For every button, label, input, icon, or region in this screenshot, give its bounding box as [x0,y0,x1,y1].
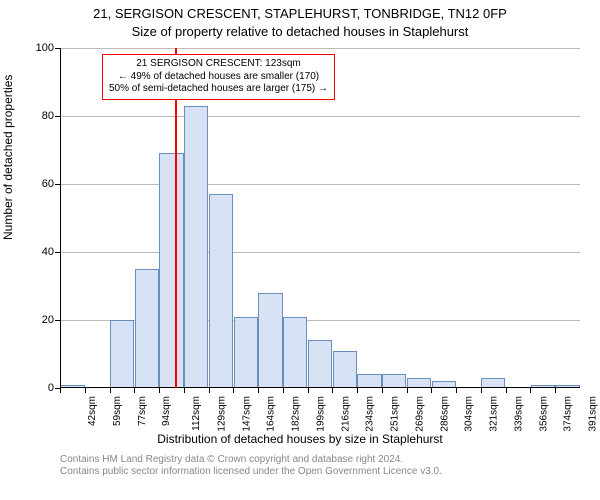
y-axis-line [60,48,61,388]
histogram-bar [308,340,332,388]
x-tick-mark [431,388,432,393]
x-tick-label: 42sqm [87,396,98,426]
x-tick-mark [506,388,507,393]
x-tick-mark [332,388,333,393]
x-tick-mark [209,388,210,393]
footer-line-2: Contains public sector information licen… [60,466,580,478]
x-tick-mark [456,388,457,393]
x-tick-mark [184,388,185,393]
histogram-bar [209,194,233,388]
x-tick-mark [159,388,160,393]
histogram-bar [258,293,282,388]
x-tick-label: 374sqm [563,396,574,432]
x-tick-label: 59sqm [112,396,123,426]
x-tick-mark [283,388,284,393]
annotation-line-2: ← 49% of detached houses are smaller (17… [109,71,328,84]
histogram-bar [357,374,381,388]
histogram-bar [234,317,258,388]
footer-line-1: Contains HM Land Registry data © Crown c… [60,454,580,466]
plot-area: 21 SERGISON CRESCENT: 123sqm← 49% of det… [60,48,580,388]
x-axis-line [60,387,580,388]
x-tick-mark [60,388,61,393]
x-tick-mark [110,388,111,393]
x-tick-mark [233,388,234,393]
x-tick-mark [555,388,556,393]
x-tick-label: 147sqm [241,396,252,432]
grid-line [60,252,580,253]
histogram-bar [382,374,406,388]
x-tick-label: 304sqm [464,396,475,432]
x-tick-label: 251sqm [390,396,401,432]
x-tick-label: 94sqm [161,396,172,426]
histogram-bar [135,269,159,388]
y-tick-label: 80 [30,110,54,122]
x-tick-label: 164sqm [266,396,277,432]
x-tick-mark [357,388,358,393]
y-tick-label: 20 [30,314,54,326]
y-tick-mark [55,252,60,253]
x-tick-mark [258,388,259,393]
y-tick-label: 100 [30,42,54,54]
y-tick-label: 40 [30,246,54,258]
x-tick-label: 321sqm [489,396,500,432]
histogram-bar [110,320,134,388]
x-tick-label: 356sqm [538,396,549,432]
y-tick-mark [55,320,60,321]
y-tick-label: 60 [30,178,54,190]
footer-attribution: Contains HM Land Registry data © Crown c… [60,454,580,478]
x-tick-label: 286sqm [439,396,450,432]
x-tick-mark [407,388,408,393]
chart-title-address: 21, SERGISON CRESCENT, STAPLEHURST, TONB… [0,6,600,21]
x-tick-label: 216sqm [340,396,351,432]
y-tick-label: 0 [30,382,54,394]
annotation-line-1: 21 SERGISON CRESCENT: 123sqm [109,58,328,71]
x-tick-label: 339sqm [514,396,525,432]
chart-container: 21, SERGISON CRESCENT, STAPLEHURST, TONB… [0,0,600,500]
x-tick-mark [481,388,482,393]
grid-line [60,184,580,185]
x-tick-mark [530,388,531,393]
x-tick-mark [134,388,135,393]
y-axis-label: Number of detached properties [1,75,15,240]
x-tick-mark [382,388,383,393]
annotation-box: 21 SERGISON CRESCENT: 123sqm← 49% of det… [102,54,335,100]
grid-line [60,48,580,49]
histogram-bar [283,317,307,388]
x-tick-label: 391sqm [588,396,599,432]
y-tick-mark [55,184,60,185]
x-axis-label: Distribution of detached houses by size … [0,432,600,446]
x-tick-label: 112sqm [191,396,202,431]
x-tick-label: 199sqm [315,396,326,432]
x-tick-label: 77sqm [137,396,148,426]
y-tick-mark [55,48,60,49]
x-tick-mark [308,388,309,393]
grid-line [60,116,580,117]
histogram-bar [159,153,183,388]
histogram-bar [333,351,357,388]
chart-title-sub: Size of property relative to detached ho… [0,24,600,39]
annotation-line-3: 50% of semi-detached houses are larger (… [109,83,328,96]
x-tick-label: 269sqm [414,396,425,432]
y-tick-mark [55,116,60,117]
histogram-bar [184,106,208,388]
x-tick-label: 129sqm [216,396,227,432]
x-tick-label: 234sqm [365,396,376,432]
x-tick-label: 182sqm [291,396,302,432]
x-tick-mark [85,388,86,393]
